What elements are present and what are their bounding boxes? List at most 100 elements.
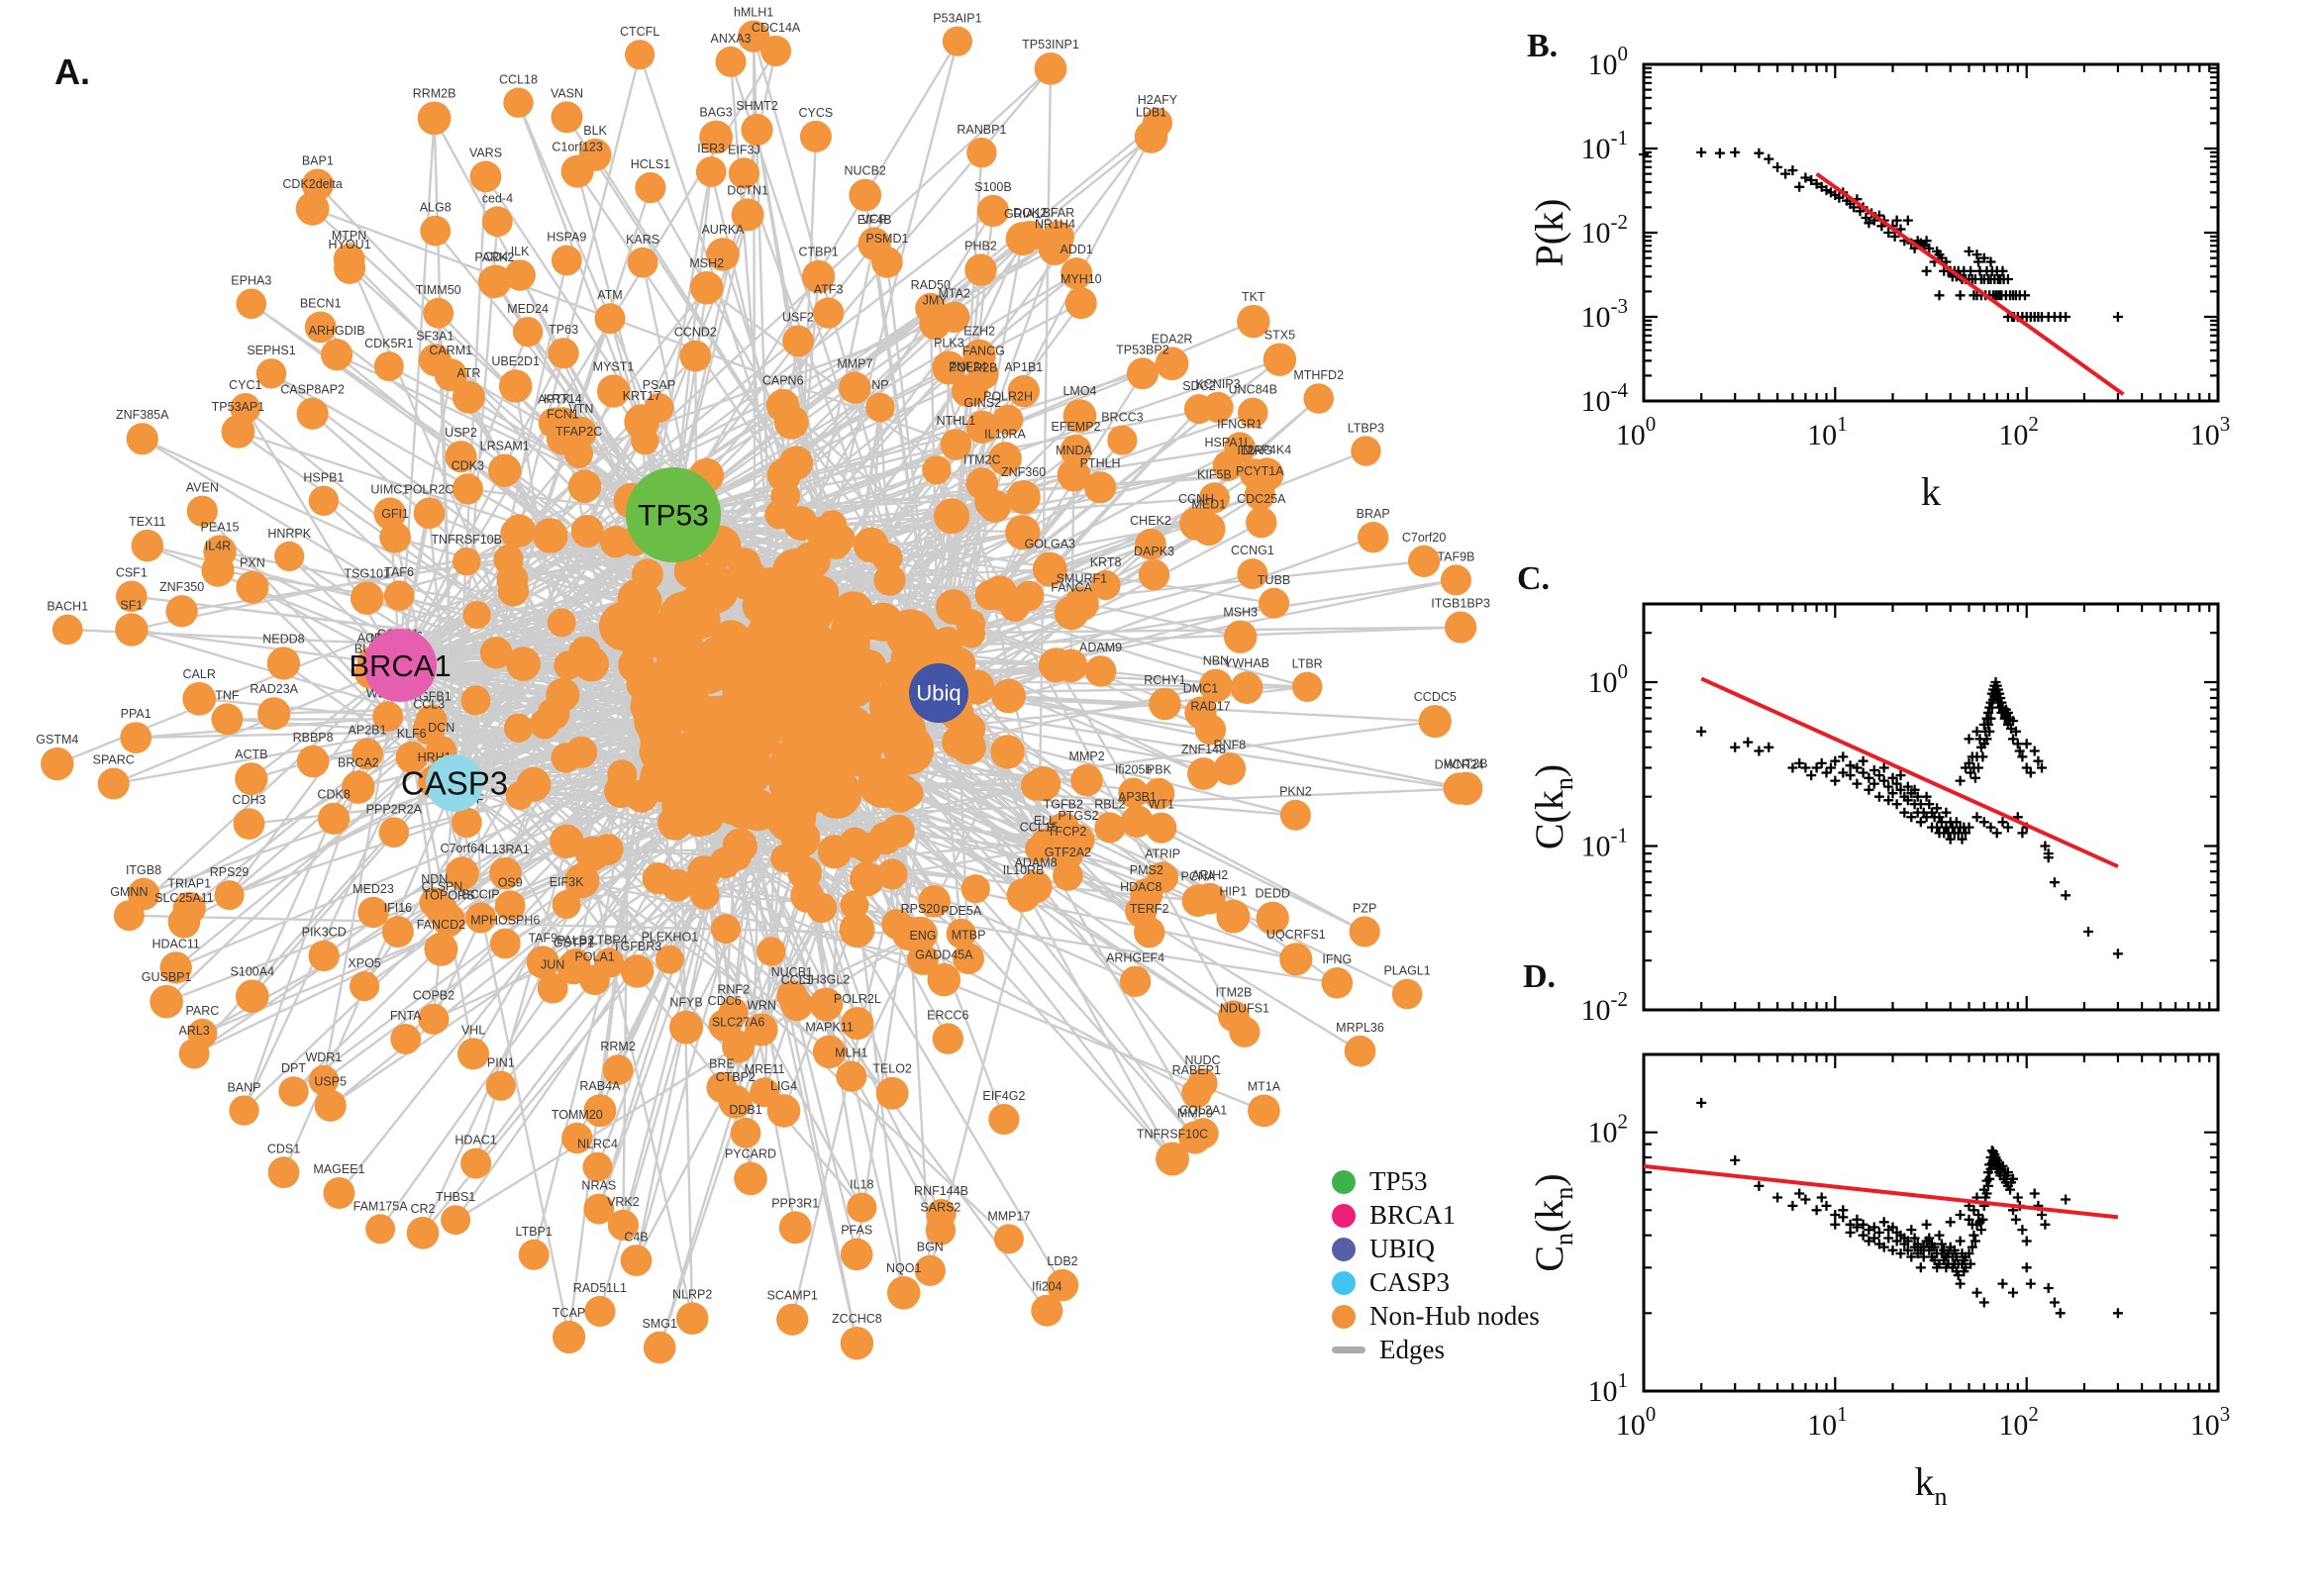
network-node [452, 473, 483, 505]
network-node [529, 709, 560, 740]
node-label: TIMM50 [416, 283, 461, 297]
network-node [817, 835, 853, 869]
network-node [564, 862, 600, 899]
network-node [131, 529, 163, 562]
node-label: SH3GL2 [802, 973, 850, 987]
network-node [873, 563, 906, 596]
node-label: HNRPK [267, 527, 311, 541]
node-label: TEX11 [129, 515, 165, 529]
network-node [296, 745, 330, 778]
network-node [201, 553, 235, 587]
node-label: CYC1 [229, 378, 261, 392]
network-node [41, 747, 74, 781]
node-label: TAF6 [384, 565, 414, 579]
network-node [631, 558, 663, 591]
node-label: EPHA3 [231, 274, 271, 288]
axis-tick-label: 10-3 [1581, 294, 1629, 334]
network-node [599, 601, 649, 651]
node-label: NQO1 [886, 1261, 921, 1275]
network-node [537, 972, 568, 1004]
node-label: HSPA9 [547, 231, 586, 245]
node-label: VCP [861, 213, 887, 227]
network-node [395, 741, 428, 774]
network-node [1060, 257, 1093, 290]
network-node [875, 1076, 909, 1110]
network-node [441, 1205, 471, 1236]
network-node [993, 1224, 1024, 1254]
axis-label: Cn(kn) [1527, 1173, 1578, 1271]
node-label: POLR2C [404, 483, 454, 497]
node-label: ERCC6 [927, 1008, 968, 1022]
network-node [488, 453, 522, 487]
node-label: JUN [541, 958, 564, 972]
node-label: USP2 [445, 426, 477, 440]
fit-line [1815, 171, 2125, 396]
node-label: MYH10 [1060, 272, 1102, 286]
network-node [778, 1211, 812, 1245]
network-node [1193, 882, 1226, 915]
network-node [1178, 1121, 1212, 1154]
node-label: MED23 [353, 882, 394, 896]
network-node [785, 582, 837, 634]
network-node [1138, 558, 1170, 591]
network-node [1143, 777, 1175, 810]
axis-tick-label: 101 [1588, 1368, 1629, 1408]
node-label: SDC2 [1182, 379, 1215, 393]
legend-label: Edges [1379, 1335, 1445, 1364]
node-label: HDAC8 [1120, 880, 1162, 894]
node-label: PPA1 [121, 707, 152, 721]
network-node [914, 1254, 946, 1286]
node-label: RRM2B [413, 87, 456, 101]
node-label: MLH1 [835, 1047, 867, 1060]
network-node [432, 903, 465, 937]
network-node [643, 1331, 676, 1364]
network-node [314, 1089, 347, 1122]
network-node [927, 962, 961, 997]
network-node [850, 861, 884, 897]
node-label: S100B [974, 180, 1012, 194]
legend-item-casp3: CASP3 [1332, 1267, 1540, 1297]
node-label: USP5 [314, 1075, 347, 1089]
node-label: PLK3 [934, 337, 964, 350]
network-node [1224, 620, 1258, 653]
network-node [504, 259, 536, 291]
axis-tick-label: 10-1 [1581, 126, 1629, 165]
node-label: RAD17 [1190, 699, 1230, 713]
node-label: UIMC1 [370, 483, 409, 497]
network-node [932, 350, 966, 385]
node-label: RPS29 [210, 865, 250, 879]
node-label: DAPK3 [1134, 545, 1174, 558]
axis-label: C(kn) [1527, 764, 1578, 849]
node-label: HIP1 [1220, 885, 1248, 899]
node-label: LIG4 [770, 1079, 797, 1093]
node-label: TP53AP1 [212, 400, 265, 414]
axis-tick-label: 100 [1616, 412, 1657, 451]
network-node [765, 791, 817, 843]
hub-label-tp53: TP53 [638, 500, 709, 533]
network-node [182, 681, 217, 716]
node-label: SCAMP1 [766, 1289, 817, 1303]
node-label: NLRP2 [672, 1288, 712, 1302]
network-node [809, 987, 844, 1022]
node-label: PYCARD [725, 1147, 776, 1161]
network-node [688, 564, 739, 614]
node-label: BGN [917, 1241, 944, 1254]
network-node [1005, 515, 1041, 550]
network-node [849, 178, 882, 212]
fit-line [1643, 1163, 2119, 1220]
node-label: CLSPN [422, 880, 463, 894]
network-node [990, 735, 1025, 769]
node-label: MMP2 [1069, 749, 1105, 763]
node-label: PSAP [643, 378, 675, 392]
node-label: BAP1 [302, 154, 334, 168]
axis-tick-label: 10-4 [1581, 378, 1629, 418]
network-node [679, 340, 712, 372]
network-node [274, 541, 305, 572]
node-label: CCL1 [781, 973, 813, 987]
node-label: CD4 [483, 250, 508, 264]
network-node [230, 393, 261, 424]
network-node [773, 405, 809, 440]
node-label: CDK5R1 [364, 337, 413, 350]
network-node [1237, 304, 1270, 339]
